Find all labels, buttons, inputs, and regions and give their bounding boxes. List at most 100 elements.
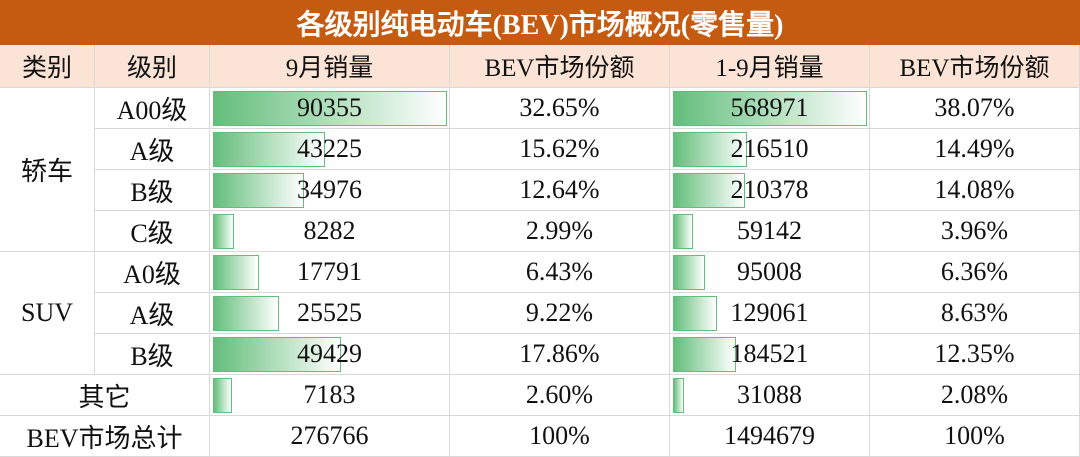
value-cell-text: 32.65% [519, 93, 600, 122]
value-cell: 3.96% [870, 211, 1080, 252]
value-cell: 59142 [670, 211, 870, 252]
value-cell: 15.62% [450, 129, 670, 170]
value-cell-text: 31088 [737, 380, 802, 409]
data-bar [213, 378, 232, 413]
header-cell: 1-9月销量 [670, 45, 870, 88]
header-cell: 类别 [0, 45, 95, 88]
data-bar [673, 91, 867, 126]
value-cell-text: 12.64% [519, 175, 600, 204]
value-cell-text: 38.07% [934, 93, 1015, 122]
title-text: 各级别纯电动车(BEV)市场概况(零售量) [296, 9, 784, 41]
header-cell-text: 9月销量 [285, 55, 374, 82]
grade-cell: C级 [95, 211, 210, 252]
value-cell: 31088 [670, 375, 870, 416]
category-cell: SUV [0, 252, 95, 375]
value-cell: 14.08% [870, 170, 1080, 211]
value-cell-text: 12.35% [934, 339, 1015, 368]
value-cell-text: 8.63% [940, 298, 1009, 327]
value-cell-text: 17791 [297, 257, 362, 286]
value-cell: 210378 [670, 170, 870, 211]
data-bar [213, 132, 325, 167]
grade-cell-text: C级 [130, 218, 174, 248]
grade-cell-text: A00级 [116, 95, 188, 125]
data-bar [213, 173, 304, 208]
value-cell-text: 9.22% [525, 298, 594, 327]
value-cell: 2.08% [870, 375, 1080, 416]
header-cell-text: 类别 [21, 55, 72, 82]
value-cell-text: 100% [529, 421, 590, 450]
grade-cell-text: B级 [130, 341, 174, 371]
grade-cell: A级 [95, 293, 210, 334]
grade-cell: A00级 [95, 88, 210, 129]
value-cell-text: 184521 [730, 339, 809, 368]
value-cell-text: 100% [944, 421, 1005, 450]
data-bar [213, 296, 280, 331]
category-cell: 其它 [0, 375, 210, 416]
header-cell-text: BEV市场份额 [484, 55, 635, 82]
value-cell-text: 43225 [297, 134, 362, 163]
data-bar [673, 337, 736, 372]
grade-cell-text: A级 [129, 300, 175, 330]
data-bar [673, 255, 706, 290]
value-cell: 276766 [210, 416, 450, 457]
grade-cell: B级 [95, 170, 210, 211]
value-cell-text: 14.49% [934, 134, 1015, 163]
value-cell-text: 6.43% [525, 257, 594, 286]
grade-cell-text: B级 [130, 177, 174, 207]
value-cell: 6.36% [870, 252, 1080, 293]
value-cell: 8282 [210, 211, 450, 252]
value-cell-text: 6.36% [940, 257, 1009, 286]
grade-cell: A级 [95, 129, 210, 170]
value-cell: 1494679 [670, 416, 870, 457]
grade-cell-text: A0级 [123, 259, 181, 289]
value-cell: 25525 [210, 293, 450, 334]
title: 各级别纯电动车(BEV)市场概况(零售量) [0, 0, 1080, 45]
value-cell-text: 2.60% [525, 380, 594, 409]
value-cell-text: 276766 [290, 421, 369, 450]
header-cell: 级别 [95, 45, 210, 88]
value-cell: 43225 [210, 129, 450, 170]
value-cell: 129061 [670, 293, 870, 334]
data-bar [213, 337, 341, 372]
value-cell: 38.07% [870, 88, 1080, 129]
value-cell: 568971 [670, 88, 870, 129]
header-cell-text: BEV市场份额 [899, 55, 1050, 82]
value-cell-text: 90355 [297, 93, 362, 122]
data-bar [213, 91, 447, 126]
value-cell: 12.35% [870, 334, 1080, 375]
value-cell-text: 210378 [730, 175, 809, 204]
value-cell: 2.60% [450, 375, 670, 416]
value-cell: 14.49% [870, 129, 1080, 170]
category-cell: 轿车 [0, 88, 95, 252]
value-cell-text: 2.99% [525, 216, 594, 245]
value-cell-text: 8282 [303, 216, 356, 245]
category-cell-text: SUV [20, 298, 73, 327]
value-cell: 6.43% [450, 252, 670, 293]
header-cell: BEV市场份额 [870, 45, 1080, 88]
header-cell-text: 1-9月销量 [715, 55, 824, 82]
value-cell-text: 59142 [737, 216, 802, 245]
header-cell: BEV市场份额 [450, 45, 670, 88]
grade-cell-text: A级 [129, 136, 175, 166]
value-cell-text: 17.86% [519, 339, 600, 368]
value-cell: 34976 [210, 170, 450, 211]
value-cell: 49429 [210, 334, 450, 375]
value-cell-text: 25525 [297, 298, 362, 327]
value-cell: 90355 [210, 88, 450, 129]
category-cell: BEV市场总计 [0, 416, 210, 457]
category-cell-text: 其它 [78, 382, 131, 412]
value-cell-text: 2.08% [940, 380, 1009, 409]
value-cell: 12.64% [450, 170, 670, 211]
value-cell: 17.86% [450, 334, 670, 375]
value-cell: 95008 [670, 252, 870, 293]
value-cell-text: 3.96% [940, 216, 1009, 245]
data-bar [213, 255, 260, 290]
data-bar [213, 214, 235, 249]
grade-cell: B级 [95, 334, 210, 375]
value-cell: 8.63% [870, 293, 1080, 334]
header-cell-text: 级别 [126, 55, 177, 82]
category-cell-text: BEV市场总计 [26, 423, 183, 453]
value-cell-text: 568971 [730, 93, 809, 122]
data-bar [673, 132, 747, 167]
value-cell-text: 49429 [297, 339, 362, 368]
